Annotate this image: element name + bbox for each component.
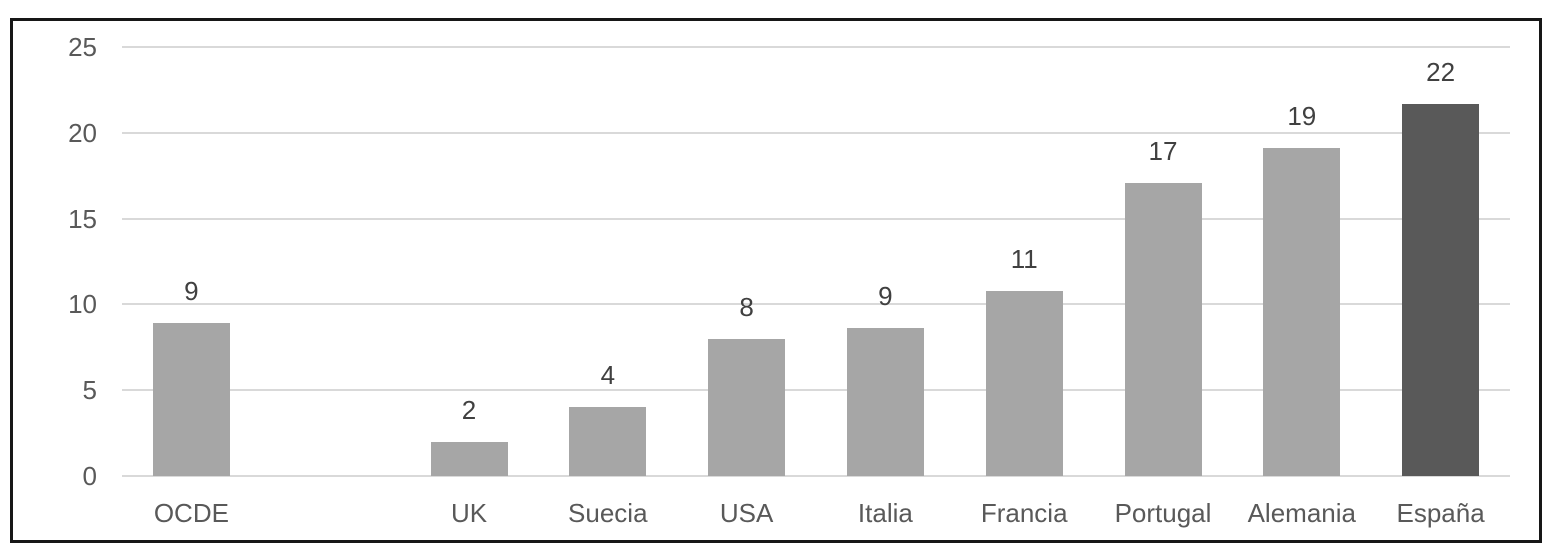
gridline-y-0 <box>122 475 1510 477</box>
y-tick-10: 10 <box>68 289 97 320</box>
bar-usa <box>708 338 786 476</box>
x-label-suecia: Suecia <box>568 498 648 528</box>
x-label-uk: UK <box>450 498 488 528</box>
gridline-y-5 <box>122 389 1510 392</box>
data-label-uk: 2 <box>461 394 477 425</box>
gridline-y-20 <box>122 131 1510 134</box>
gridline-y-15 <box>122 217 1510 220</box>
data-label-francia: 11 <box>1010 243 1038 274</box>
data-label-espana: 22 <box>1426 56 1456 87</box>
data-label-portugal: 17 <box>1148 135 1178 166</box>
y-tick-25: 25 <box>68 32 97 62</box>
y-tick-15: 15 <box>68 203 97 234</box>
bar-suecia <box>569 407 647 476</box>
data-label-ocde: 9 <box>184 276 199 307</box>
chart-border <box>10 18 1542 543</box>
data-label-suecia: 4 <box>600 360 616 391</box>
bar-alemania <box>1263 148 1341 476</box>
x-label-usa: USA <box>719 498 774 528</box>
data-label-italia: 9 <box>878 281 893 312</box>
y-tick-0: 0 <box>82 461 97 491</box>
x-label-alemania: Alemania <box>1247 498 1356 528</box>
y-tick-5: 5 <box>82 375 97 406</box>
data-label-usa: 8 <box>739 291 754 322</box>
x-label-espana: España <box>1396 498 1485 528</box>
x-label-francia: Francia <box>980 498 1068 528</box>
bar-ocde <box>152 323 230 476</box>
bar-portugal <box>1124 182 1202 476</box>
bar-italia <box>846 328 924 476</box>
data-label-alemania: 19 <box>1287 101 1317 132</box>
gridline-y-10 <box>122 303 1510 306</box>
bar-uk <box>430 441 508 476</box>
x-label-ocde: OCDE <box>153 498 229 528</box>
gridline-y-25 <box>122 46 1510 48</box>
y-tick-20: 20 <box>68 117 97 148</box>
x-label-portugal: Portugal <box>1114 498 1212 528</box>
bar-espana <box>1402 103 1480 476</box>
x-label-italia: Italia <box>857 498 913 528</box>
bar-francia <box>985 290 1063 476</box>
